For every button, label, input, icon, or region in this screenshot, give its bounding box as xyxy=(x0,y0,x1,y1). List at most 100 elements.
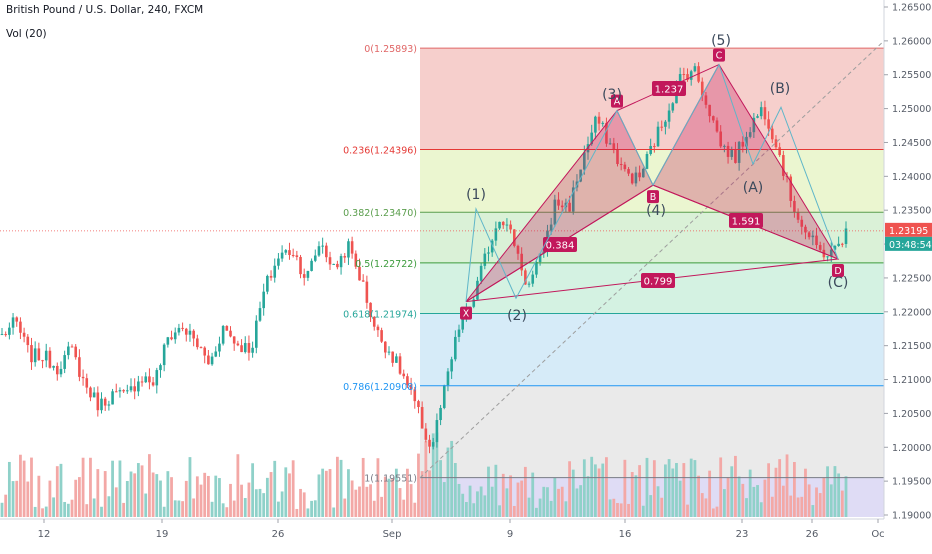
volume-bar xyxy=(81,457,85,517)
candle-body xyxy=(339,256,343,268)
volume-bar xyxy=(616,503,619,517)
elliott-wave-label: (C) xyxy=(828,275,849,291)
volume-bar xyxy=(162,506,166,517)
candle-body xyxy=(48,350,52,368)
candle-body xyxy=(188,330,192,335)
volume-bar xyxy=(406,468,409,517)
volume-bar xyxy=(229,483,232,517)
volume-bar xyxy=(265,477,269,517)
candle-body xyxy=(594,116,597,133)
volume-bar xyxy=(527,497,531,517)
volume-bar xyxy=(151,472,155,517)
candle-body xyxy=(693,66,697,72)
volume-bar xyxy=(730,466,734,517)
countdown-label: 03:48:54 xyxy=(889,240,932,251)
volume-bar xyxy=(568,461,571,517)
candle-body xyxy=(527,283,531,285)
elliott-wave-label: (3) xyxy=(602,87,622,103)
candle-body xyxy=(218,343,221,352)
candle-body xyxy=(369,302,372,317)
candle-body xyxy=(44,350,48,361)
candle-body xyxy=(568,202,571,212)
candle-body xyxy=(184,328,188,335)
volume-bar xyxy=(667,459,671,517)
volume-bar xyxy=(210,501,214,517)
volume-bar xyxy=(148,454,151,517)
volume-bar xyxy=(22,460,26,517)
volume-bar xyxy=(232,500,236,517)
volume-bar xyxy=(535,507,538,517)
candle-body xyxy=(778,147,781,156)
volume-bar xyxy=(800,496,804,517)
pattern-ratio-label: 0.799 xyxy=(644,277,673,288)
volume-bar xyxy=(203,472,207,517)
candle-body xyxy=(671,103,675,111)
volume-bar xyxy=(638,465,642,517)
volume-bar xyxy=(770,496,774,517)
volume-bar xyxy=(321,468,325,517)
time-tick-label: Sep xyxy=(383,529,402,540)
volume-bar xyxy=(829,484,833,517)
volume-bar xyxy=(70,499,74,517)
volume-bar xyxy=(7,461,11,517)
candle-body xyxy=(78,357,81,377)
candle-body xyxy=(494,228,498,241)
volume-bar xyxy=(494,464,498,517)
candle-body xyxy=(634,172,638,184)
volume-bar xyxy=(512,505,516,517)
volume-bar xyxy=(262,493,266,517)
volume-bar xyxy=(391,478,395,517)
candle-body xyxy=(111,391,114,405)
candle-body xyxy=(203,347,207,356)
candle-body xyxy=(15,317,19,322)
candle-body xyxy=(782,155,785,176)
candle-body xyxy=(291,254,295,256)
candle-body xyxy=(664,121,667,127)
volume-bar xyxy=(840,490,844,517)
volume-bar xyxy=(652,460,656,517)
pattern-ratio-label: 1.591 xyxy=(732,217,761,228)
candle-body xyxy=(789,176,793,201)
candle-body xyxy=(273,265,277,278)
candle-body xyxy=(67,346,70,356)
fib-zone xyxy=(420,48,884,150)
candle-body xyxy=(520,253,523,271)
candle-body xyxy=(454,336,457,360)
candle-body xyxy=(505,224,509,226)
volume-bar xyxy=(734,455,737,517)
volume-bar xyxy=(457,483,461,517)
candle-body xyxy=(767,119,770,129)
volume-bar xyxy=(450,440,454,517)
volume-bar xyxy=(630,472,634,517)
elliott-wave-label: (4) xyxy=(646,203,666,219)
volume-bar xyxy=(752,486,756,517)
candle-body xyxy=(476,280,479,300)
chart-title: British Pound / U.S. Dollar, 240, FXCM xyxy=(6,4,204,16)
candle-body xyxy=(177,327,181,333)
volume-bar xyxy=(413,502,417,517)
candle-body xyxy=(251,347,254,353)
candle-body xyxy=(302,274,306,278)
candle-body xyxy=(719,131,722,147)
volume-bar xyxy=(704,498,708,517)
volume-bar xyxy=(66,503,70,517)
elliott-wave-label: (B) xyxy=(770,81,791,97)
volume-bar xyxy=(664,464,667,517)
candle-body xyxy=(656,126,660,147)
candle-body xyxy=(310,260,313,271)
candle-body xyxy=(103,398,107,406)
volume-bar xyxy=(542,486,546,517)
candle-body xyxy=(96,392,100,411)
price-tick-label: 1.24000 xyxy=(892,172,931,183)
volume-bar xyxy=(553,477,557,517)
volume-bar xyxy=(479,486,483,517)
pattern-ratio-badge xyxy=(543,237,577,252)
candle-body xyxy=(653,146,656,148)
volume-bar xyxy=(807,484,811,517)
pattern-ratio-label: 1.237 xyxy=(655,85,684,96)
candle-body xyxy=(210,356,214,365)
pattern-point-badge xyxy=(647,190,659,204)
candle-body xyxy=(313,255,317,261)
